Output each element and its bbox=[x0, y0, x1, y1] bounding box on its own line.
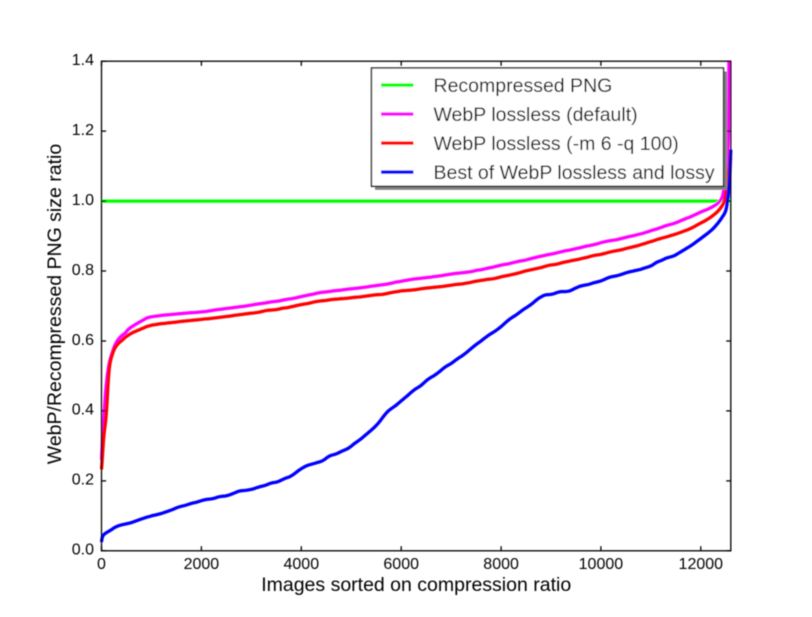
svg-text:4000: 4000 bbox=[284, 556, 320, 573]
svg-text:8000: 8000 bbox=[483, 556, 519, 573]
svg-text:0.6: 0.6 bbox=[72, 332, 94, 349]
svg-text:1.0: 1.0 bbox=[72, 192, 94, 209]
svg-text:1.2: 1.2 bbox=[72, 122, 94, 139]
svg-text:2000: 2000 bbox=[184, 556, 220, 573]
svg-text:1.4: 1.4 bbox=[72, 52, 94, 69]
svg-text:WebP lossless (-m 6 -q 100): WebP lossless (-m 6 -q 100) bbox=[434, 133, 679, 155]
svg-text:Best of WebP lossless and loss: Best of WebP lossless and lossy bbox=[434, 162, 715, 184]
svg-text:0.8: 0.8 bbox=[72, 262, 94, 279]
svg-text:0: 0 bbox=[97, 556, 106, 573]
svg-text:0.2: 0.2 bbox=[72, 472, 94, 489]
svg-text:6000: 6000 bbox=[383, 556, 419, 573]
svg-text:Recompressed PNG: Recompressed PNG bbox=[434, 75, 613, 97]
svg-text:12000: 12000 bbox=[679, 556, 724, 573]
svg-text:0.4: 0.4 bbox=[72, 402, 94, 419]
svg-text:WebP lossless (default): WebP lossless (default) bbox=[434, 104, 638, 126]
svg-text:10000: 10000 bbox=[579, 556, 624, 573]
svg-text:Images sorted on compression r: Images sorted on compression ratio bbox=[261, 574, 571, 596]
svg-text:0.0: 0.0 bbox=[72, 542, 94, 559]
svg-text:WebP/Recompressed PNG size rat: WebP/Recompressed PNG size ratio bbox=[44, 144, 66, 465]
